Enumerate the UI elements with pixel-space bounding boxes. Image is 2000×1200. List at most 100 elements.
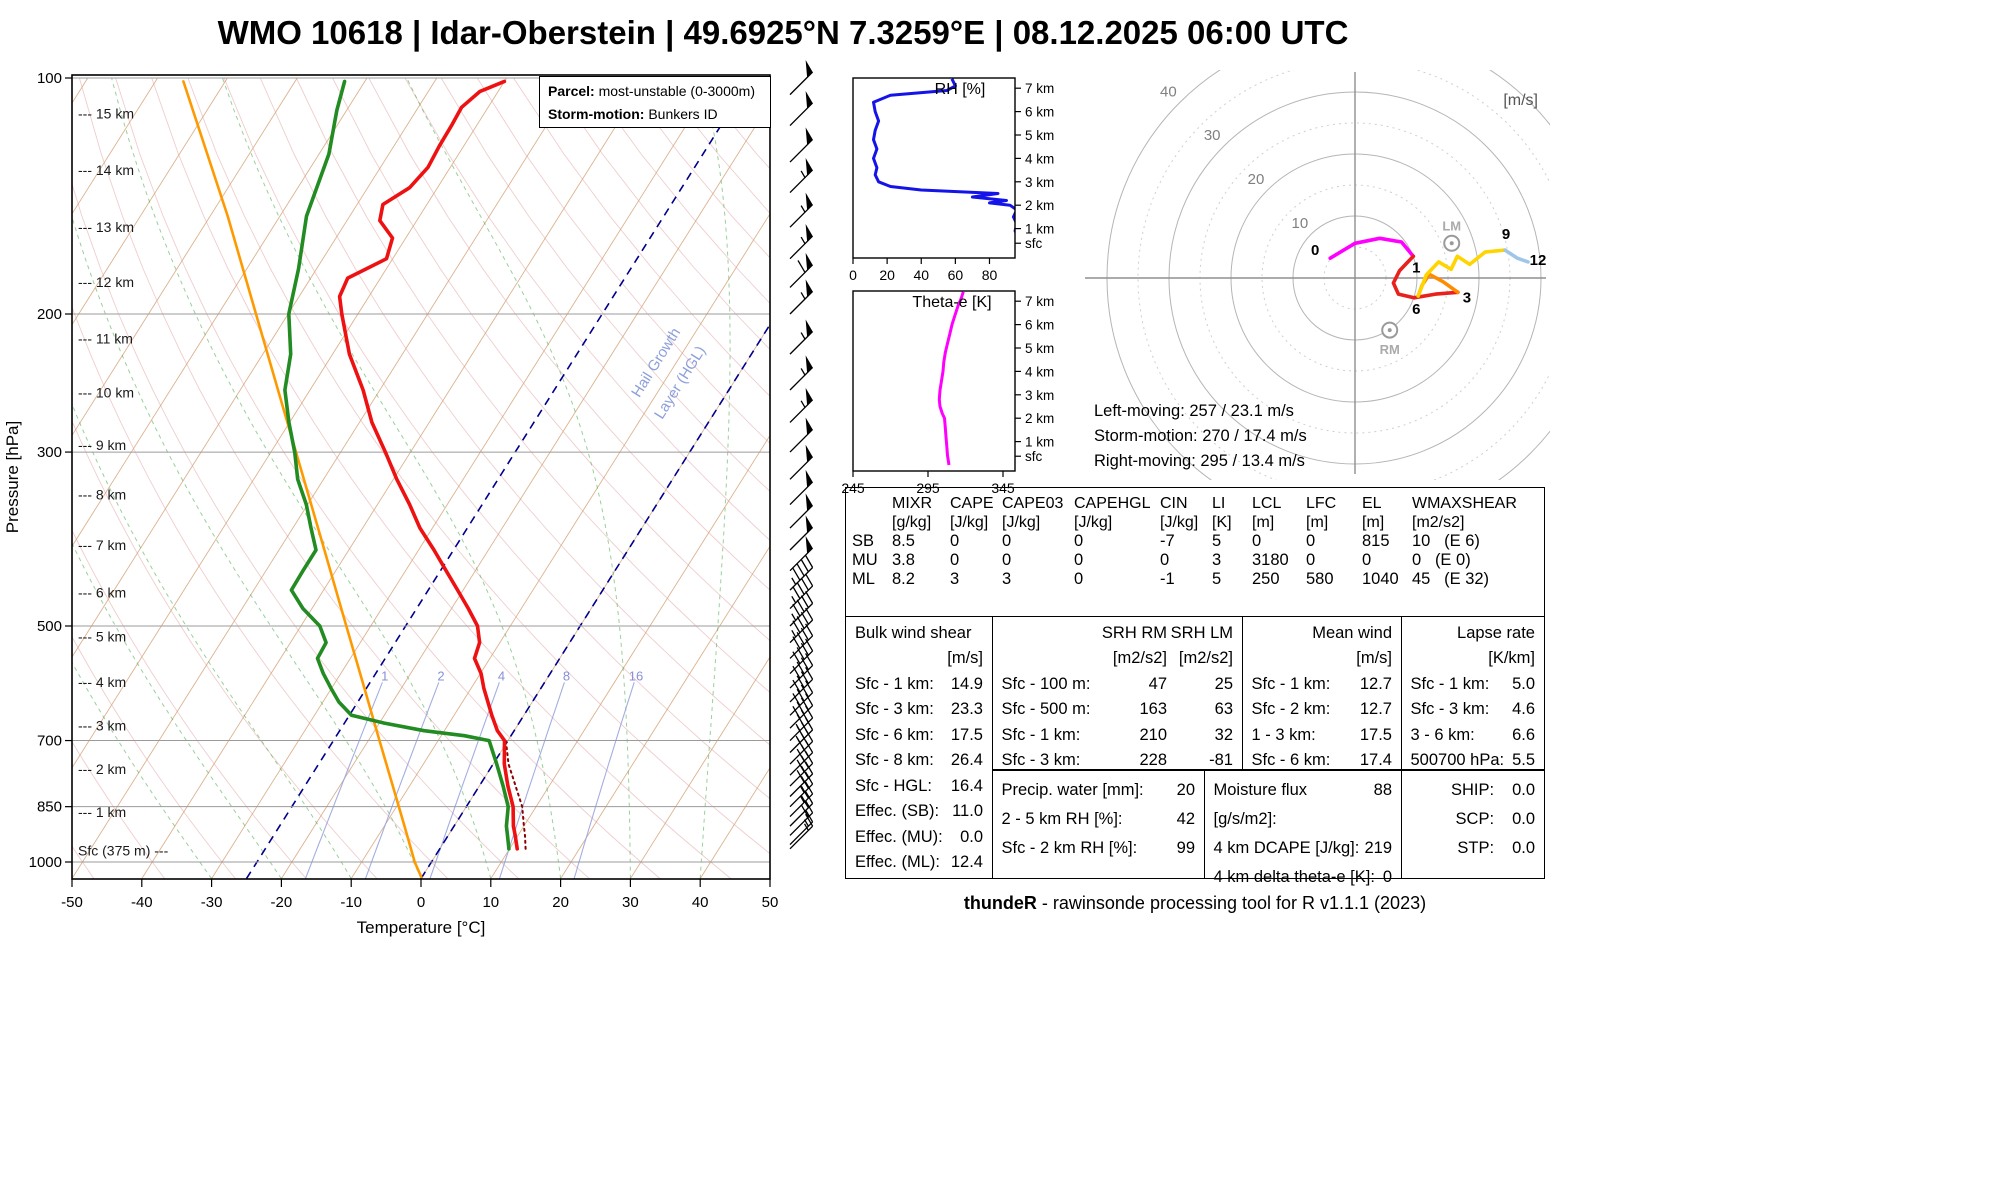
storm-value: Bunkers ID (648, 106, 718, 122)
temperature-axis-title: Temperature [°C] (357, 918, 486, 937)
indices-value: 45 (E 32) (1412, 570, 1490, 588)
dry-adiabat-line (223, 77, 770, 800)
height-label: --- 3 km (78, 718, 126, 734)
indices-cell: MIXR [g/kg] (892, 495, 932, 531)
panel-title: Theta-e [K] (912, 294, 991, 311)
skewt-background-grid (72, 77, 770, 879)
stat-row: 1 - 3 km: 17.5 (1252, 723, 1393, 749)
indices-table: MIXR [g/kg] CAPE [J/kg] CAPE03 [J/kg] CAPEHGL[… (845, 487, 1545, 617)
isotherm-line (141, 77, 647, 879)
wind-barb (789, 224, 814, 260)
stat-text: Sfc - 3 km: (855, 700, 934, 718)
height-label: --- 7 km (78, 537, 126, 553)
stat-text: 32 (1214, 725, 1233, 744)
panel-height-label: 1 km (1025, 222, 1054, 237)
wind-barb (789, 59, 814, 96)
isotherm-line (420, 323, 770, 879)
stat-text: SCP: (1455, 810, 1495, 828)
wind-barb (789, 493, 814, 529)
indices-value: 8.5 (892, 532, 915, 550)
height-label: --- 13 km (78, 219, 134, 235)
height-label: --- 5 km (78, 629, 126, 645)
footer-text: - rawinsonde processing tool for R v1.1.… (1036, 893, 1427, 913)
wind-barb (789, 591, 814, 627)
stat-row: Moisture flux [g/s/m2]: 88 (1214, 776, 1393, 834)
hodograph-panel: 10 20 30 40 [m/s] LM RM 0 1 3 6 9 12 (1085, 70, 1550, 480)
moist-adiabat-line (72, 661, 213, 879)
wind-barb (789, 515, 814, 551)
storm-motion-marker-label: LM (1442, 218, 1461, 233)
temperature-tick-label: -50 (61, 894, 83, 911)
stat-text: Moisture flux [g/s/m2]: (1213, 781, 1308, 828)
panel-tick-label: 245 (841, 480, 865, 496)
dry-adiabat-line (72, 740, 165, 879)
stat-text: Effec. (SB): (855, 802, 940, 820)
storm-label: Storm-motion: (548, 106, 645, 122)
panel-title: RH [%] (935, 81, 986, 98)
indices-value: 0 (1160, 551, 1170, 569)
wind-barb (789, 693, 814, 729)
stat-text: Sfc - 1 km: (1251, 674, 1331, 693)
stat-text: 12.7 (1359, 700, 1392, 718)
stat-text: 63 (1214, 700, 1233, 718)
left-moving-text: Left-moving: 257 / 23.1 m/s (1094, 402, 1294, 420)
hodo-height-mark: 12 (1530, 252, 1547, 269)
hodo-height-mark: 3 (1463, 289, 1471, 306)
skewt-frame (71, 74, 771, 880)
hodo-ring-label: 30 (1204, 127, 1221, 144)
stat-text: 0.0 (1512, 810, 1535, 828)
indices-value: 3 (1212, 551, 1222, 569)
stat-row: Sfc - 3 km: 23.3 (855, 697, 983, 723)
stat-row: Sfc - HGL: 16.4 (855, 774, 983, 800)
dry-adiabat-line (657, 77, 770, 215)
legend-storm-line: Storm-motion: Bunkers ID (548, 103, 762, 126)
pressure-tick-label: 1000 (29, 854, 62, 871)
panel-frame (852, 290, 1016, 472)
indices-effective-value: (E 6) (1430, 532, 1480, 550)
wind-barb (789, 555, 814, 591)
dry-adiabat-line (440, 77, 770, 493)
stat-text: 20 (1176, 781, 1195, 799)
thetae-profile-panel: Theta-e [K] 245 295 345 7 km 6 km 5 km 4 km 3 km… (841, 290, 1054, 496)
pressure-tick-label: 500 (37, 618, 62, 635)
stat-text: Sfc - 500 m: (1001, 700, 1091, 718)
dry-adiabat-line (476, 77, 770, 445)
stat-text: Bulk wind shear (855, 623, 972, 642)
height-label: --- 2 km (78, 761, 126, 777)
stat-text: 1 - 3 km: (1251, 725, 1316, 744)
isotherm-line (72, 77, 507, 769)
temperature-tick-label: -10 (340, 894, 362, 911)
indices-value: 3180 (1252, 551, 1289, 569)
hodo-ring-label: 10 (1292, 215, 1309, 232)
panel-tick-label: 345 (991, 480, 1015, 496)
stat-text: 5.0 (1512, 674, 1535, 693)
stat-text: 6.6 (1512, 725, 1535, 744)
stat-row: SCP: 0.0 (1411, 805, 1535, 834)
height-label: --- 12 km (78, 274, 134, 290)
stat-text: 12.7 (1359, 674, 1392, 693)
dry-adiabat-line (585, 77, 770, 305)
dry-adiabat-line (72, 305, 449, 879)
hodo-layer-0-1 km (1328, 236, 1416, 260)
parameter-tables: Bulk wind shear [m/s] Sfc - 1 km: 14.9 Sfc -… (845, 615, 1545, 886)
stat-text: 42 (1176, 810, 1195, 828)
wind-barb (789, 252, 814, 288)
indices-cell: CAPE03 [J/kg] (1002, 495, 1064, 531)
legend-parcel-line: Parcel: most-unstable (0-3000m) (548, 80, 762, 103)
isotherm-line (769, 877, 770, 879)
hgl-isotherm-line (245, 77, 752, 879)
pressure-tick-label: 300 (37, 444, 62, 461)
right-moving-text: Right-moving: 295 / 13.4 m/s (1094, 452, 1305, 470)
hodo-height-mark: 0 (1311, 242, 1319, 259)
rh-trace (872, 78, 1015, 235)
pressure-axis-title: Pressure [hPa] (3, 421, 22, 533)
indices-effective-value: (E 0) (1421, 551, 1471, 569)
hodo-layer-6-9 km (1416, 248, 1507, 298)
indices-value: 10 (E 6) (1412, 532, 1480, 550)
indices-value: 0 (E 0) (1412, 551, 1471, 569)
indices-value: 3.8 (892, 551, 915, 569)
height-label: --- 1 km (78, 804, 126, 820)
hgl-isotherm-line (420, 323, 770, 879)
stat-text: 163 (1139, 700, 1167, 718)
indices-value: 0 (950, 551, 960, 569)
